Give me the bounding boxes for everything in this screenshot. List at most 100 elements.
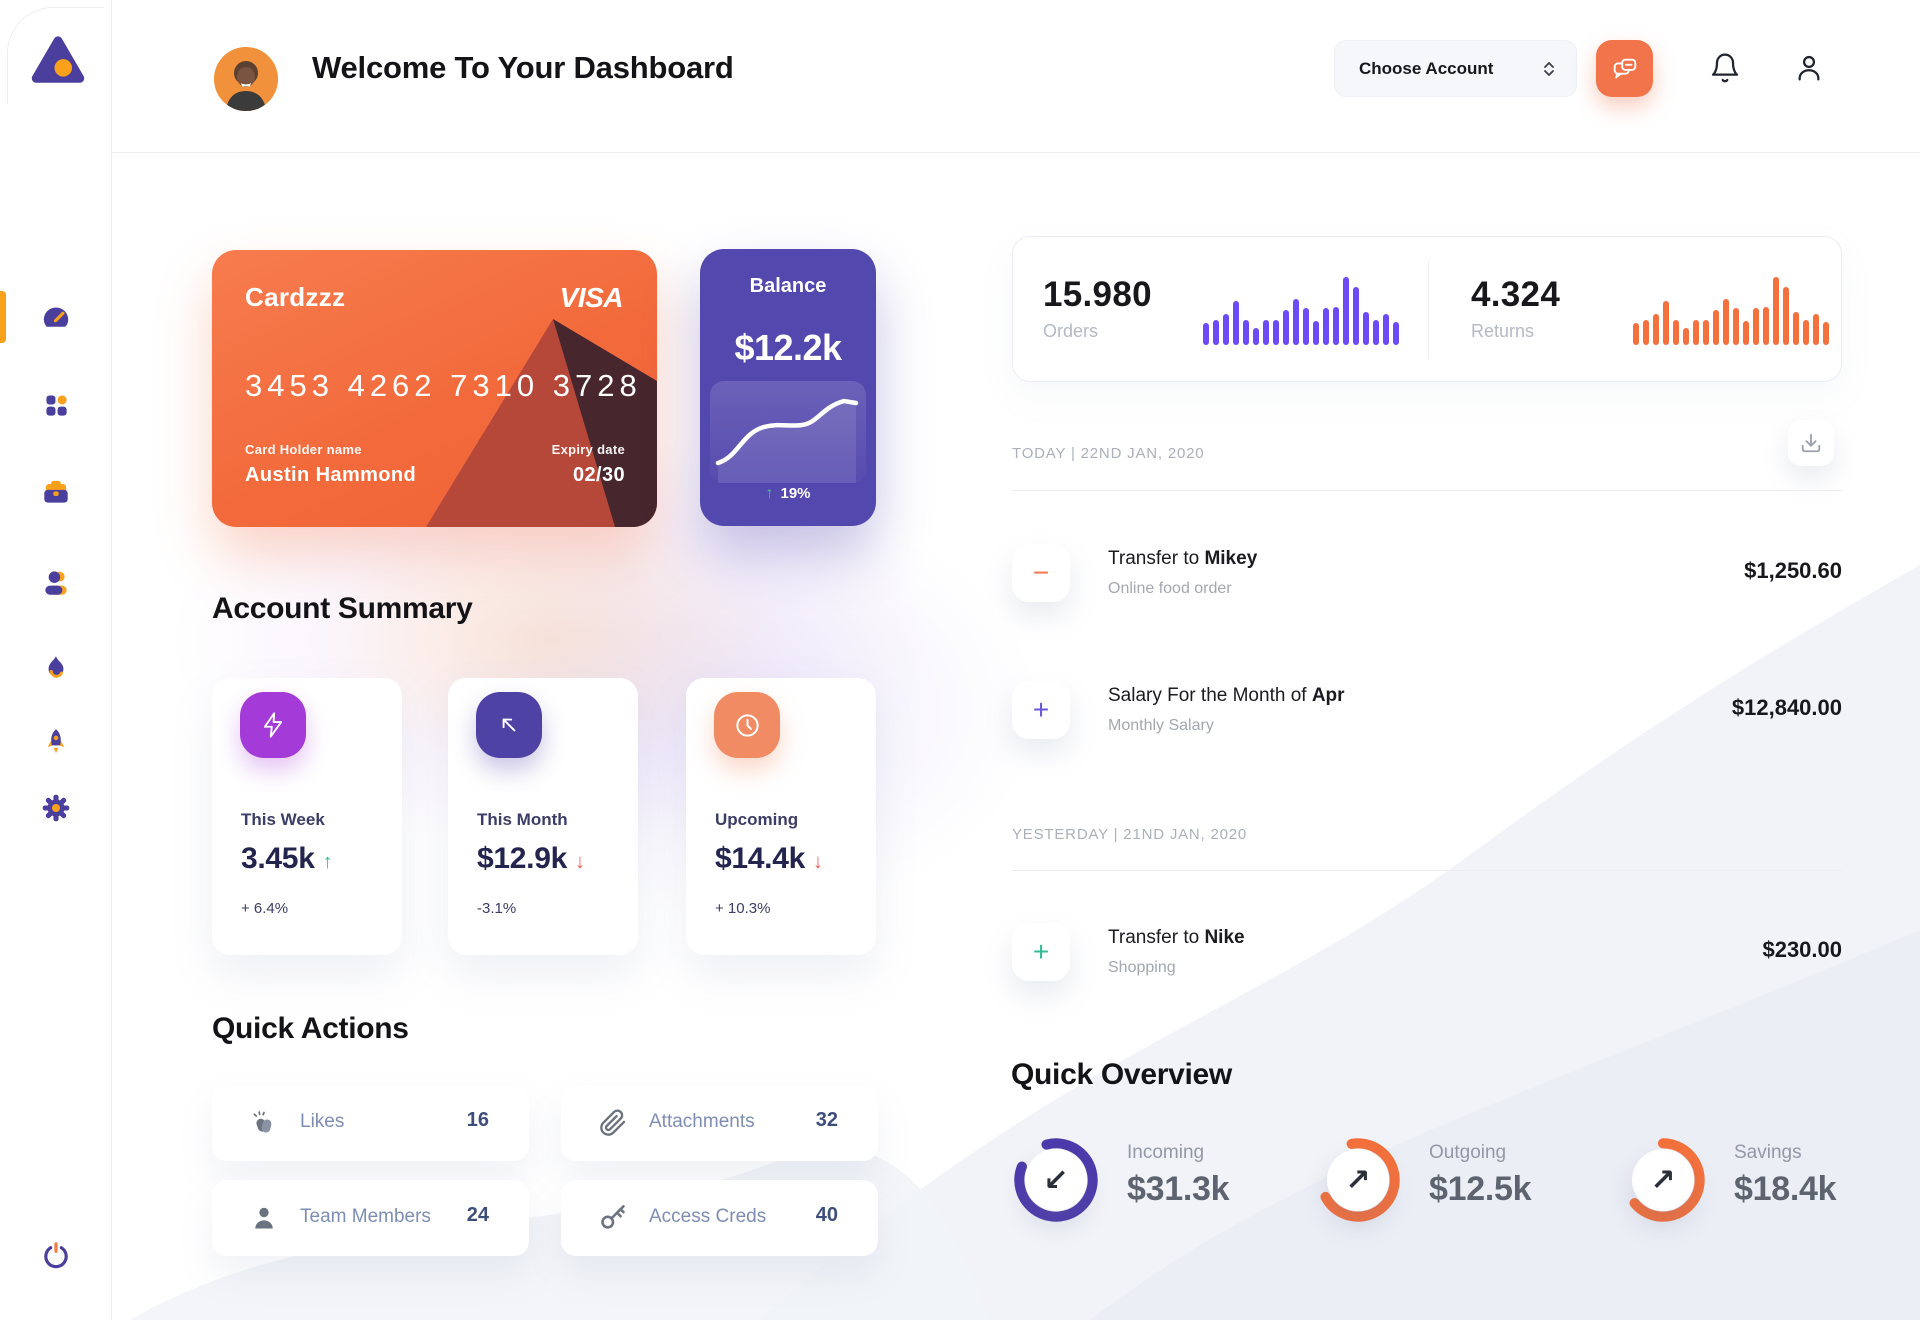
- returns-label: Returns: [1471, 321, 1535, 341]
- quick-action-label: Team Members: [300, 1206, 431, 1227]
- transaction-row[interactable]: + Transfer to Nike Shopping $230.00: [1012, 923, 1842, 981]
- flame-icon: [48, 656, 64, 678]
- arrow-up-left-icon: [476, 692, 542, 758]
- account-select[interactable]: Choose Account: [1334, 40, 1577, 97]
- summary-change: + 10.3%: [715, 900, 771, 917]
- quick-overview-heading: Quick Overview: [1011, 1058, 1232, 1091]
- overview-incoming: ↙ Incoming $31.3k: [1012, 1136, 1292, 1226]
- app-logo[interactable]: [29, 32, 87, 88]
- sidebar-item-team[interactable]: [0, 555, 112, 611]
- quick-action-likes[interactable]: Likes 16: [212, 1085, 529, 1161]
- trend-down-icon: ↓: [812, 851, 823, 873]
- avatar-photo: [214, 47, 278, 111]
- divider: [1012, 870, 1842, 871]
- summary-label: Upcoming: [715, 810, 799, 829]
- sidebar-item-apps[interactable]: [0, 377, 112, 433]
- savings-donut-chart: ↗: [1619, 1136, 1707, 1224]
- apps-grid-icon: [46, 395, 67, 416]
- outgoing-donut-chart: ↗: [1314, 1136, 1402, 1224]
- overview-value: $31.3k: [1127, 1170, 1230, 1208]
- gear-icon: [42, 794, 70, 822]
- quick-action-count: 16: [466, 1109, 489, 1131]
- transaction-row[interactable]: − Transfer to Mikey Online food order $1…: [1012, 544, 1842, 602]
- sidebar-item-activity[interactable]: [0, 641, 112, 697]
- transaction-row[interactable]: + Salary For the Month of Apr Monthly Sa…: [1012, 681, 1842, 739]
- overview-label: Incoming: [1127, 1142, 1205, 1163]
- returns-value: 4.324: [1471, 275, 1561, 314]
- select-chevrons-icon: [1544, 61, 1554, 76]
- quick-action-team-members[interactable]: Team Members 24: [212, 1180, 529, 1256]
- chat-icon: [1613, 58, 1636, 78]
- member-icon: [255, 1207, 273, 1229]
- card-name: Cardzzz: [245, 282, 346, 312]
- summary-card-this-month: This Month $12.9k ↓ -3.1%: [448, 678, 638, 955]
- sidebar-item-settings[interactable]: [0, 780, 112, 836]
- balance-change: ↑ 19%: [765, 485, 811, 502]
- transaction-amount: $230.00: [1762, 937, 1842, 962]
- account-summary-heading: Account Summary: [212, 592, 473, 625]
- download-icon: [1801, 433, 1821, 453]
- trend-down-icon: ↓: [574, 851, 585, 873]
- transaction-title: Transfer to Nike: [1108, 927, 1245, 948]
- header: Welcome To Your Dashboard Choose Account: [112, 0, 1920, 153]
- orders-label: Orders: [1043, 321, 1099, 341]
- summary-card-upcoming: Upcoming $14.4k ↓ + 10.3%: [686, 678, 876, 955]
- notifications-button[interactable]: [1708, 52, 1742, 86]
- user-icon: [1798, 55, 1820, 81]
- download-button[interactable]: [1788, 420, 1834, 466]
- transactions-group-header-yesterday: YESTERDAY | 21ND JAN, 2020: [1012, 826, 1248, 843]
- card-holder-label: Card Holder name: [245, 442, 362, 457]
- transaction-amount: $12,840.00: [1731, 695, 1842, 720]
- summary-change: + 6.4%: [241, 900, 289, 917]
- rocket-icon: [47, 729, 65, 754]
- overview-outgoing: ↗ Outgoing $12.5k: [1314, 1136, 1594, 1226]
- transaction-amount: $1,250.60: [1744, 558, 1842, 583]
- transaction-title: Transfer to Mikey: [1108, 548, 1258, 569]
- users-icon: [45, 571, 67, 595]
- avatar[interactable]: [214, 47, 278, 111]
- sidebar: [0, 0, 112, 1320]
- sidebar-item-dashboard[interactable]: [0, 289, 112, 345]
- returns-sparkline-chart: [1633, 277, 1829, 345]
- overview-value: $12.5k: [1429, 1170, 1532, 1208]
- summary-label: This Month: [477, 810, 568, 829]
- sidebar-item-logout[interactable]: [0, 1228, 112, 1284]
- summary-value: $14.4k ↓: [715, 842, 823, 875]
- summary-value: $12.9k ↓: [477, 842, 585, 875]
- bell-icon: [1711, 53, 1739, 83]
- quick-action-attachments[interactable]: Attachments 32: [561, 1085, 878, 1161]
- key-icon: [601, 1205, 625, 1229]
- quick-action-label: Access Creds: [649, 1206, 767, 1227]
- card-holder-name: Austin Hammond: [245, 464, 417, 486]
- quick-action-count: 40: [815, 1204, 838, 1226]
- chat-button[interactable]: [1596, 40, 1653, 97]
- transaction-title: Salary For the Month of Apr: [1108, 685, 1345, 706]
- summary-value: 3.45k ↑: [241, 842, 333, 875]
- orders-value: 15.980: [1043, 275, 1152, 314]
- gauge-icon: [43, 307, 69, 327]
- quick-action-access-creds[interactable]: Access Creds 40: [561, 1180, 878, 1256]
- overview-savings: ↗ Savings $18.4k: [1619, 1136, 1899, 1226]
- expiry-label: Expiry date: [551, 442, 625, 457]
- divider: [1012, 490, 1842, 491]
- card-number: 3453 4262 7310 3728: [245, 368, 642, 403]
- sidebar-item-launch[interactable]: [0, 715, 112, 771]
- logo-triangle-icon: [31, 36, 85, 83]
- orders-returns-panel: 15.980 Orders 4.324 Returns: [1012, 236, 1842, 382]
- quick-action-label: Likes: [300, 1111, 345, 1132]
- balance-title: Balance: [749, 275, 827, 297]
- profile-button[interactable]: [1792, 52, 1826, 86]
- overview-label: Savings: [1734, 1142, 1802, 1163]
- quick-action-count: 24: [466, 1204, 489, 1226]
- summary-label: This Week: [241, 810, 325, 829]
- transaction-subtitle: Shopping: [1108, 959, 1176, 976]
- clock-icon: [714, 692, 780, 758]
- sidebar-item-portfolio[interactable]: [0, 464, 112, 520]
- panel-divider: [1428, 261, 1429, 359]
- quick-actions-heading: Quick Actions: [212, 1012, 409, 1045]
- paperclip-icon: [600, 1109, 626, 1136]
- arrow-up-right-icon: ↗: [1650, 1163, 1676, 1197]
- quick-action-label: Attachments: [649, 1111, 755, 1132]
- account-select-label: Choose Account: [1359, 58, 1494, 78]
- summary-change: -3.1%: [477, 900, 517, 917]
